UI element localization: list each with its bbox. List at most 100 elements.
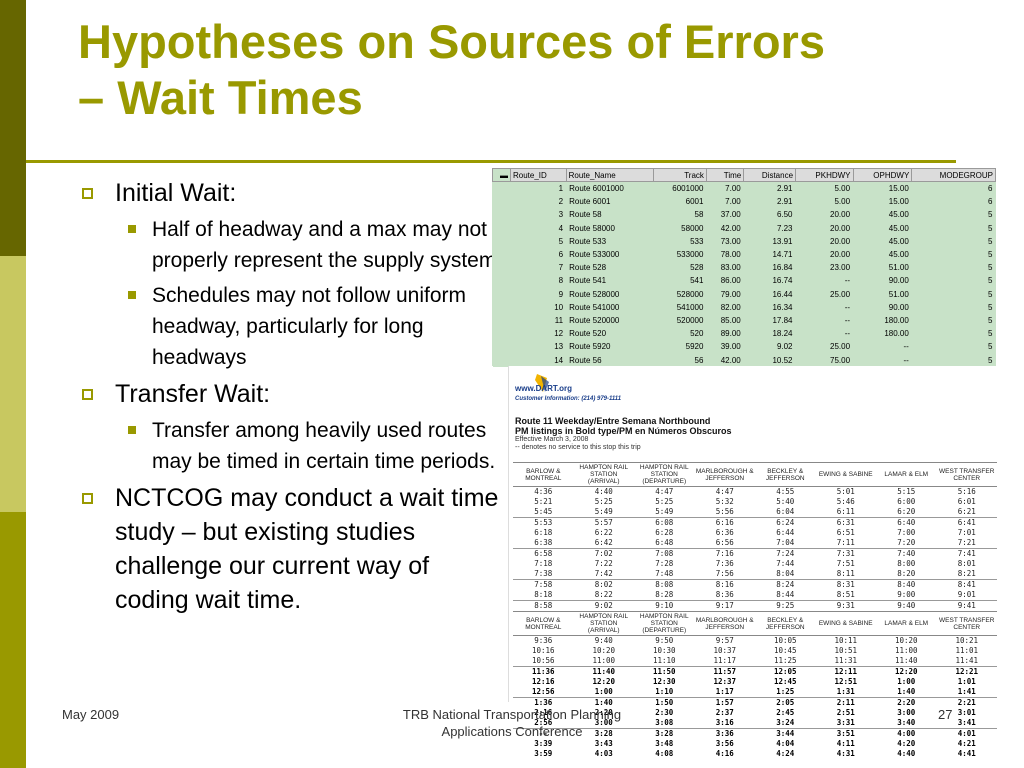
route-table-cell: 73.00	[720, 236, 741, 246]
route-table-cell: 5920	[685, 342, 704, 352]
route-table-cell: 180.00	[884, 329, 909, 339]
schedule-time: 6:00	[897, 497, 916, 506]
schedule-time: 4:03	[594, 749, 613, 758]
schedule-time: 7:20	[897, 538, 916, 547]
schedule-time: 5:49	[655, 507, 674, 516]
route-table-cell: 20.00	[830, 223, 851, 233]
schedule-note: -- denotes no service to this stop this …	[515, 444, 641, 451]
schedule-row: 12:56 1:00 1:10 1:17 1:25 1:31 1:40 1:41	[513, 687, 997, 698]
schedule-time: 4:47	[715, 487, 734, 496]
route-table-cell: Route 541	[569, 276, 607, 286]
schedule-time: 3:00	[594, 718, 613, 727]
schedule-row: 6:38 6:42 6:48 6:56 7:04 7:11 7:20 7:21	[513, 538, 997, 549]
route-table-cell: 15.00	[888, 184, 909, 194]
route-table-row: 1 Route 6001000 6001000 7.00 2.91 5.00 15.00 6	[492, 181, 996, 196]
route-table-cell: 58000	[681, 223, 704, 233]
route-table-cell: Route 6001000	[569, 184, 624, 194]
schedule-time: 8:22	[594, 590, 613, 599]
schedule-stop-header: HAMPTON RAIL STATION (ARRIVAL)	[573, 462, 634, 487]
route-table-cell: 5	[988, 315, 993, 325]
row-selector	[492, 195, 511, 209]
route-table-cell: --	[844, 276, 851, 286]
sub-bullet-square-icon	[128, 291, 136, 299]
schedule-stop-header: MARLBOROUGH & JEFFERSON	[694, 611, 755, 636]
schedule-row: 11:36 11:40 11:50 11:57 12:05 12:11 12:20 12:21	[513, 666, 997, 677]
schedule-time: 8:16	[694, 579, 755, 590]
schedule-time: 11:50	[634, 666, 695, 677]
route-table-cell: 5	[988, 329, 993, 339]
schedule-row: 7:58 8:02 8:08 8:16 8:24 8:31 8:40 8:41	[513, 579, 997, 590]
route-table-cell: 528	[690, 263, 704, 273]
schedule-time: 9:36	[534, 636, 553, 645]
schedule-time: 8:51	[836, 590, 855, 599]
route-table-cell: 45.00	[888, 250, 909, 260]
route-table-cell: 9	[558, 289, 564, 299]
route-table-cell: 56	[694, 355, 704, 365]
schedule-time: 1:57	[694, 697, 755, 708]
schedule-stop-header: WEST TRANSFER CENTER	[936, 462, 997, 487]
schedule-time: 3:43	[594, 739, 613, 748]
schedule-time: 6:58	[513, 548, 574, 559]
route-table-cell: 89.00	[720, 329, 741, 339]
schedule-time: 11:41	[955, 656, 979, 665]
schedule-time: 5:01	[836, 487, 855, 496]
schedule-time: 1:17	[715, 687, 734, 696]
route-table-header-row: ▬ Route_ID Route_Name Track Time Distance PKHD…	[492, 168, 996, 182]
schedule-time: 9:57	[715, 636, 734, 645]
schedule-time: 7:31	[815, 548, 876, 559]
route-table-row: 14 Route 56 56 42.00 10.52 75.00 -- 5	[492, 353, 996, 367]
schedule-time: 3:48	[655, 739, 674, 748]
schedule-time: 3:28	[634, 728, 695, 739]
schedule-row: 8:58 9:02 9:10 9:17 9:25 9:31 9:40 9:41	[513, 600, 997, 612]
schedule-time: --	[513, 728, 574, 739]
schedule-time: 7:58	[513, 579, 574, 590]
schedule-time: 7:36	[715, 559, 734, 568]
schedule-time: 11:57	[694, 666, 755, 677]
route-table-cell: 9.02	[776, 342, 793, 352]
route-table-cell: 15.00	[888, 197, 909, 207]
schedule-time: 3:59	[534, 749, 553, 758]
bullet-text: Transfer Wait:	[115, 380, 271, 408]
route-table-row: 4 Route 58000 58000 42.00 7.23 20.00 45.00 5	[492, 221, 996, 235]
route-table-header: Distance	[743, 168, 797, 182]
schedule-time: 8:24	[755, 579, 816, 590]
schedule-row: -- 3:28 3:28 3:36 3:44 3:51 4:00 4:01	[513, 728, 997, 739]
schedule-time: 7:02	[573, 548, 634, 559]
schedule-time: 1:25	[776, 687, 795, 696]
schedule-row: 10:56 11:00 11:10 11:17 11:25 11:31 11:40 11:41	[513, 656, 997, 667]
schedule-time: 12:11	[815, 666, 876, 677]
route-table-cell: --	[844, 302, 851, 312]
route-table-cell: 5	[988, 276, 993, 286]
schedule-row: 7:18 7:22 7:28 7:36 7:44 7:51 8:00 8:01	[513, 559, 997, 569]
row-selector	[492, 247, 511, 262]
schedule-stop-header: BARLOW & MONTREAL	[513, 462, 574, 487]
route-table-cell: 6001000	[672, 184, 704, 194]
bus-schedule-image: www.DART.org Customer Information: (214)…	[508, 366, 999, 758]
schedule-time: 2:30	[655, 708, 674, 717]
schedule-time: 2:20	[594, 708, 613, 717]
schedule-time: 9:25	[755, 600, 816, 612]
schedule-time: 3:41	[957, 718, 976, 727]
route-table-row: 13 Route 5920 5920 39.00 9.02 25.00 -- 5	[492, 340, 996, 354]
schedule-time: 7:24	[755, 548, 816, 559]
schedule-time: 8:31	[815, 579, 876, 590]
route-table-cell: 5.00	[834, 184, 851, 194]
schedule-time: 8:18	[534, 590, 553, 599]
schedule-row: 3:59 4:03 4:08 4:16 4:24 4:31 4:40 4:41	[513, 749, 997, 759]
route-table-cell: 18.24	[772, 329, 793, 339]
schedule-time: 1:10	[655, 687, 674, 696]
route-table-cell: 10	[554, 302, 564, 312]
schedule-time: 9:17	[694, 600, 755, 612]
slide-title: Hypotheses on Sources of Errors – Wait T…	[78, 14, 1008, 126]
schedule-time: 7:41	[936, 548, 997, 559]
route-table-row: 2 Route 6001 6001 7.00 2.91 5.00 15.00 6	[492, 195, 996, 209]
schedule-time: 11:36	[513, 666, 574, 677]
route-table-cell: 541000	[676, 302, 704, 312]
route-table-cell: 90.00	[888, 276, 909, 286]
route-table-cell: 5	[988, 355, 993, 365]
schedule-time: 10:05	[773, 636, 797, 645]
schedule-time: 7:11	[836, 538, 855, 547]
schedule-time: 3:44	[755, 728, 816, 739]
route-table-header: Route_Name	[565, 168, 654, 182]
route-table-cell: 533000	[676, 250, 704, 260]
